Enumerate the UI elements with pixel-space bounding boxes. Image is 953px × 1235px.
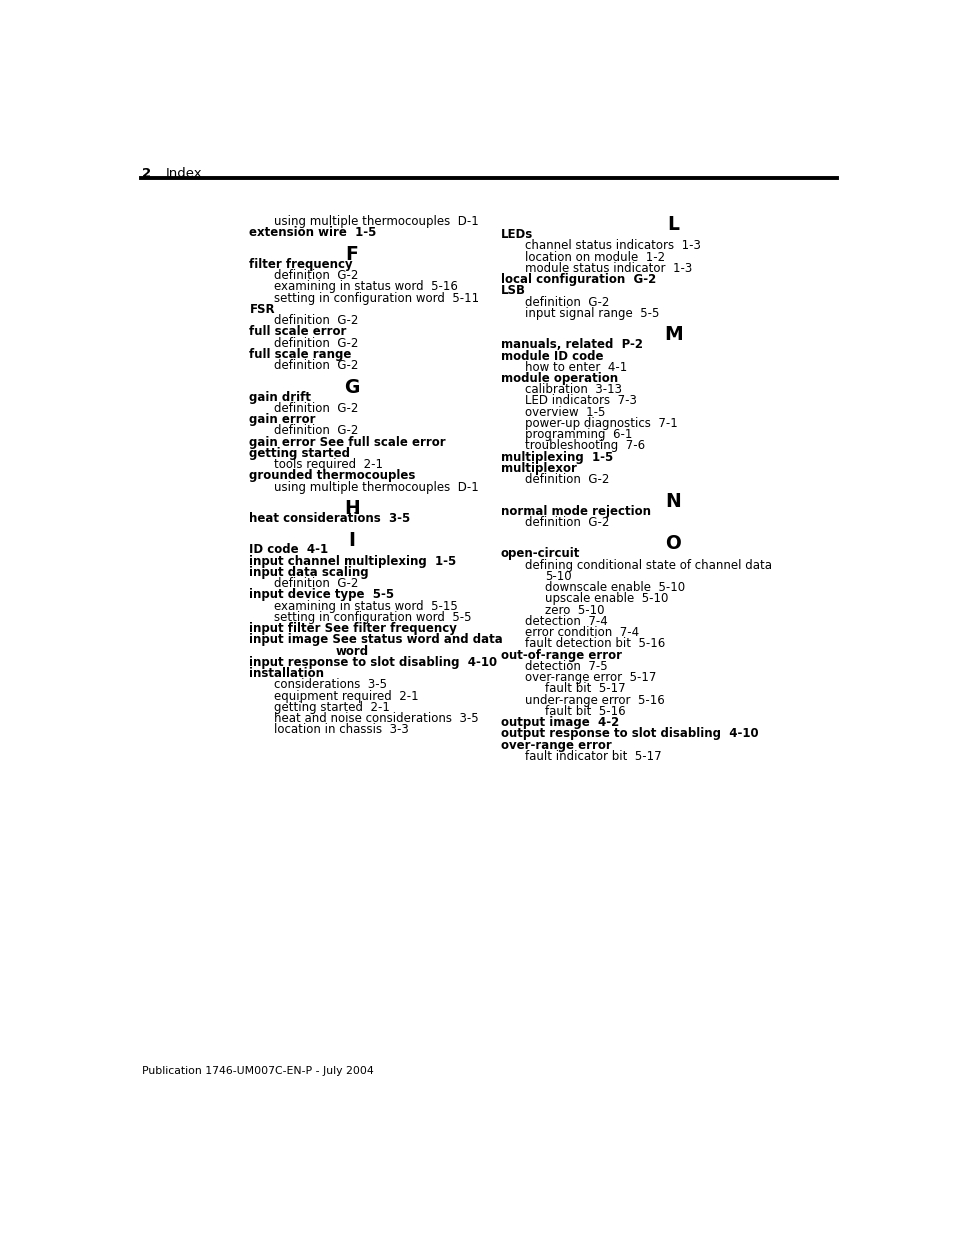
Text: multiplexor: multiplexor (500, 462, 576, 475)
Text: G: G (344, 378, 359, 396)
Text: detection  7-4: detection 7-4 (525, 615, 607, 627)
Text: input data scaling: input data scaling (249, 566, 369, 579)
Text: input signal range  5-5: input signal range 5-5 (525, 306, 659, 320)
Text: LSB: LSB (500, 284, 525, 298)
Text: installation: installation (249, 667, 324, 680)
Text: module operation: module operation (500, 372, 617, 385)
Text: definition  G-2: definition G-2 (525, 516, 609, 529)
Text: extension wire  1-5: extension wire 1-5 (249, 226, 376, 240)
Text: O: O (665, 535, 680, 553)
Text: input filter See filter frequency: input filter See filter frequency (249, 622, 456, 635)
Text: zero  5-10: zero 5-10 (545, 604, 604, 616)
Text: setting in configuration word  5-5: setting in configuration word 5-5 (274, 611, 471, 624)
Text: Publication 1746-UM007C-EN-P - July 2004: Publication 1746-UM007C-EN-P - July 2004 (142, 1066, 374, 1076)
Text: input device type  5-5: input device type 5-5 (249, 588, 395, 601)
Text: input channel multiplexing  1-5: input channel multiplexing 1-5 (249, 555, 456, 568)
Text: 5-10: 5-10 (545, 569, 572, 583)
Text: open-circuit: open-circuit (500, 547, 579, 561)
Text: LED indicators  7-3: LED indicators 7-3 (525, 394, 637, 408)
Text: input response to slot disabling  4-10: input response to slot disabling 4-10 (249, 656, 497, 669)
Text: setting in configuration word  5-11: setting in configuration word 5-11 (274, 291, 478, 305)
Text: location on module  1-2: location on module 1-2 (525, 251, 665, 263)
Text: Index: Index (166, 168, 202, 180)
Text: output response to slot disabling  4-10: output response to slot disabling 4-10 (500, 727, 758, 740)
Text: troubleshooting  7-6: troubleshooting 7-6 (525, 440, 645, 452)
Text: definition  G-2: definition G-2 (274, 577, 358, 590)
Text: normal mode rejection: normal mode rejection (500, 505, 650, 517)
Text: definition  G-2: definition G-2 (525, 473, 609, 487)
Text: multiplexing  1-5: multiplexing 1-5 (500, 451, 612, 463)
Text: over-range error  5-17: over-range error 5-17 (525, 671, 656, 684)
Text: location in chassis  3-3: location in chassis 3-3 (274, 724, 409, 736)
Text: gain error See full scale error: gain error See full scale error (249, 436, 446, 448)
Text: input image See status word and data: input image See status word and data (249, 634, 502, 646)
Text: N: N (665, 492, 680, 511)
Text: ID code  4-1: ID code 4-1 (249, 543, 328, 557)
Text: fault bit  5-16: fault bit 5-16 (545, 705, 625, 718)
Text: using multiple thermocouples  D-1: using multiple thermocouples D-1 (274, 215, 478, 228)
Text: manuals, related  P-2: manuals, related P-2 (500, 338, 642, 351)
Text: programming  6-1: programming 6-1 (525, 429, 632, 441)
Text: grounded thermocouples: grounded thermocouples (249, 469, 416, 482)
Text: word: word (335, 645, 368, 657)
Text: F: F (345, 245, 357, 264)
Text: equipment required  2-1: equipment required 2-1 (274, 689, 418, 703)
Text: definition  G-2: definition G-2 (274, 337, 358, 350)
Text: definition  G-2: definition G-2 (274, 269, 358, 282)
Text: full scale error: full scale error (249, 325, 347, 338)
Text: defining conditional state of channel data: defining conditional state of channel da… (525, 558, 772, 572)
Text: under-range error  5-16: under-range error 5-16 (525, 694, 664, 706)
Text: heat and noise considerations  3-5: heat and noise considerations 3-5 (274, 713, 478, 725)
Text: downscale enable  5-10: downscale enable 5-10 (545, 582, 685, 594)
Text: getting started: getting started (249, 447, 350, 459)
Text: upscale enable  5-10: upscale enable 5-10 (545, 593, 668, 605)
Text: H: H (343, 499, 359, 517)
Text: calibration  3-13: calibration 3-13 (525, 383, 621, 396)
Text: I: I (348, 531, 355, 550)
Text: 2: 2 (142, 168, 152, 180)
Text: L: L (667, 215, 679, 235)
Text: channel status indicators  1-3: channel status indicators 1-3 (525, 240, 700, 252)
Text: detection  7-5: detection 7-5 (525, 659, 607, 673)
Text: output image  4-2: output image 4-2 (500, 716, 618, 729)
Text: gain drift: gain drift (249, 390, 311, 404)
Text: local configuration  G-2: local configuration G-2 (500, 273, 655, 287)
Text: power-up diagnostics  7-1: power-up diagnostics 7-1 (525, 417, 678, 430)
Text: error condition  7-4: error condition 7-4 (525, 626, 639, 638)
Text: definition  G-2: definition G-2 (274, 359, 358, 372)
Text: fault detection bit  5-16: fault detection bit 5-16 (525, 637, 665, 651)
Text: module status indicator  1-3: module status indicator 1-3 (525, 262, 692, 275)
Text: FSR: FSR (249, 303, 274, 316)
Text: using multiple thermocouples  D-1: using multiple thermocouples D-1 (274, 480, 478, 494)
Text: examining in status word  5-16: examining in status word 5-16 (274, 280, 457, 294)
Text: full scale range: full scale range (249, 348, 352, 361)
Text: fault indicator bit  5-17: fault indicator bit 5-17 (525, 750, 661, 763)
Text: gain error: gain error (249, 412, 315, 426)
Text: over-range error: over-range error (500, 739, 611, 752)
Text: tools required  2-1: tools required 2-1 (274, 458, 383, 471)
Text: LEDs: LEDs (500, 228, 532, 241)
Text: definition  G-2: definition G-2 (274, 314, 358, 327)
Text: overview  1-5: overview 1-5 (525, 406, 605, 419)
Text: definition  G-2: definition G-2 (274, 401, 358, 415)
Text: filter frequency: filter frequency (249, 258, 353, 270)
Text: considerations  3-5: considerations 3-5 (274, 678, 387, 692)
Text: module ID code: module ID code (500, 350, 602, 363)
Text: examining in status word  5-15: examining in status word 5-15 (274, 600, 457, 613)
Text: definition  G-2: definition G-2 (274, 425, 358, 437)
Text: heat considerations  3-5: heat considerations 3-5 (249, 513, 411, 525)
Text: M: M (663, 325, 682, 345)
Text: fault bit  5-17: fault bit 5-17 (545, 682, 625, 695)
Text: how to enter  4-1: how to enter 4-1 (525, 361, 627, 374)
Text: out-of-range error: out-of-range error (500, 648, 621, 662)
Text: definition  G-2: definition G-2 (525, 295, 609, 309)
Text: getting started  2-1: getting started 2-1 (274, 700, 390, 714)
